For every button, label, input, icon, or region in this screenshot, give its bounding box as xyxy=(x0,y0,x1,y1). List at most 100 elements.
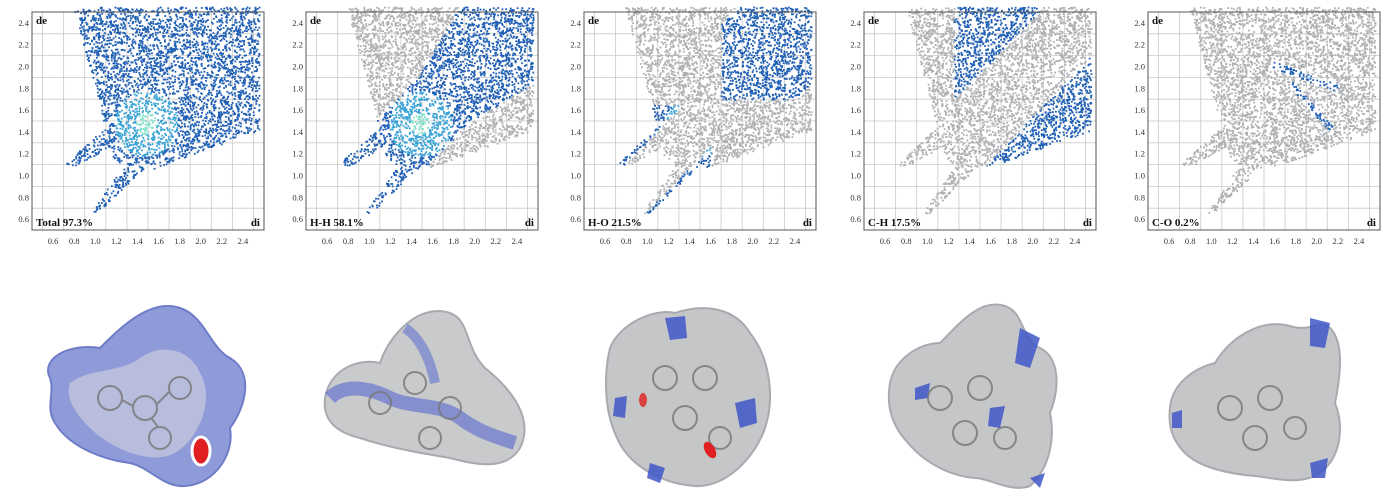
contact-point xyxy=(256,68,259,70)
contact-point xyxy=(388,144,391,146)
contact-point xyxy=(96,54,99,57)
contact-point xyxy=(199,74,201,76)
contact-point xyxy=(236,34,239,37)
contact-point xyxy=(479,18,481,21)
contact-point xyxy=(204,124,207,126)
contact-point xyxy=(196,64,198,67)
contact-point xyxy=(202,84,205,86)
contact-point xyxy=(131,106,133,109)
contact-point xyxy=(114,24,117,26)
contact-point xyxy=(228,127,230,130)
contact-point xyxy=(201,135,204,138)
contact-point xyxy=(167,110,169,113)
contact-point xyxy=(129,115,132,118)
contact-point xyxy=(145,70,148,72)
contact-point xyxy=(160,129,162,132)
contact-point xyxy=(512,32,514,34)
contact-point xyxy=(421,147,423,150)
contact-point xyxy=(185,139,188,142)
contact-point xyxy=(117,120,120,122)
contact-point xyxy=(88,10,90,13)
contact-point xyxy=(244,98,246,100)
contact-point xyxy=(230,121,233,124)
contact-point xyxy=(154,28,156,31)
contact-point xyxy=(229,81,232,84)
contact-point xyxy=(422,69,424,72)
contact-point xyxy=(172,136,174,138)
contact-point xyxy=(124,13,126,16)
contact-point xyxy=(370,140,373,143)
contact-point xyxy=(180,26,183,29)
contact-point xyxy=(171,107,173,110)
contact-point xyxy=(100,9,103,12)
contact-point xyxy=(238,61,241,63)
contact-point xyxy=(158,73,161,76)
contact-point xyxy=(194,57,196,59)
contact-point xyxy=(130,150,132,153)
contact-point xyxy=(189,142,192,145)
contact-point xyxy=(150,101,152,104)
contact-point xyxy=(165,61,168,64)
contact-point xyxy=(496,21,499,23)
background-point xyxy=(413,8,415,11)
background-point xyxy=(510,133,512,136)
contact-point xyxy=(212,124,214,126)
contact-point xyxy=(187,97,190,100)
contact-point xyxy=(112,67,115,70)
contact-point xyxy=(162,51,165,54)
contact-point xyxy=(477,77,480,80)
contact-point xyxy=(148,158,151,160)
contact-point xyxy=(158,26,160,29)
contact-point xyxy=(441,101,443,104)
contact-point xyxy=(236,10,239,12)
contact-point xyxy=(438,121,440,124)
contact-point xyxy=(431,62,434,64)
contact-point xyxy=(160,69,162,72)
contact-point xyxy=(167,144,170,147)
background-point xyxy=(481,132,484,135)
contact-point xyxy=(186,47,188,50)
background-point xyxy=(363,60,365,62)
contact-point xyxy=(450,83,453,86)
contact-point xyxy=(148,81,151,83)
contact-point xyxy=(186,68,188,71)
contact-point xyxy=(207,137,209,140)
contact-point xyxy=(203,45,206,48)
contact-point xyxy=(210,91,212,94)
contact-point xyxy=(233,92,236,95)
contact-point xyxy=(132,22,134,24)
contact-point xyxy=(243,119,246,122)
contact-point xyxy=(93,28,96,31)
contact-point xyxy=(100,138,103,141)
contact-point xyxy=(248,116,251,119)
contact-point xyxy=(499,46,502,49)
contact-point xyxy=(97,91,99,94)
contact-point xyxy=(83,32,86,35)
contact-point xyxy=(242,48,244,51)
contact-point xyxy=(155,93,158,96)
contact-point xyxy=(114,185,117,188)
contact-point xyxy=(187,137,190,140)
contact-point xyxy=(121,74,123,77)
contact-point xyxy=(452,65,455,67)
contact-point xyxy=(234,6,236,9)
contact-point xyxy=(240,12,243,15)
contact-point xyxy=(100,69,102,71)
contact-point xyxy=(248,22,250,25)
contact-point xyxy=(147,135,150,138)
contact-point xyxy=(171,69,174,72)
contact-point xyxy=(91,18,94,21)
background-point xyxy=(487,136,489,139)
contact-point xyxy=(100,50,102,53)
contact-point xyxy=(189,46,192,49)
contact-point xyxy=(155,37,158,40)
contact-point xyxy=(215,16,218,19)
contact-point xyxy=(121,18,124,21)
contact-point xyxy=(205,13,208,16)
background-point xyxy=(377,109,380,112)
contact-point xyxy=(488,45,491,48)
contact-point xyxy=(192,61,195,63)
contact-point xyxy=(182,114,184,117)
contact-point xyxy=(86,29,89,31)
contact-point xyxy=(126,62,128,65)
